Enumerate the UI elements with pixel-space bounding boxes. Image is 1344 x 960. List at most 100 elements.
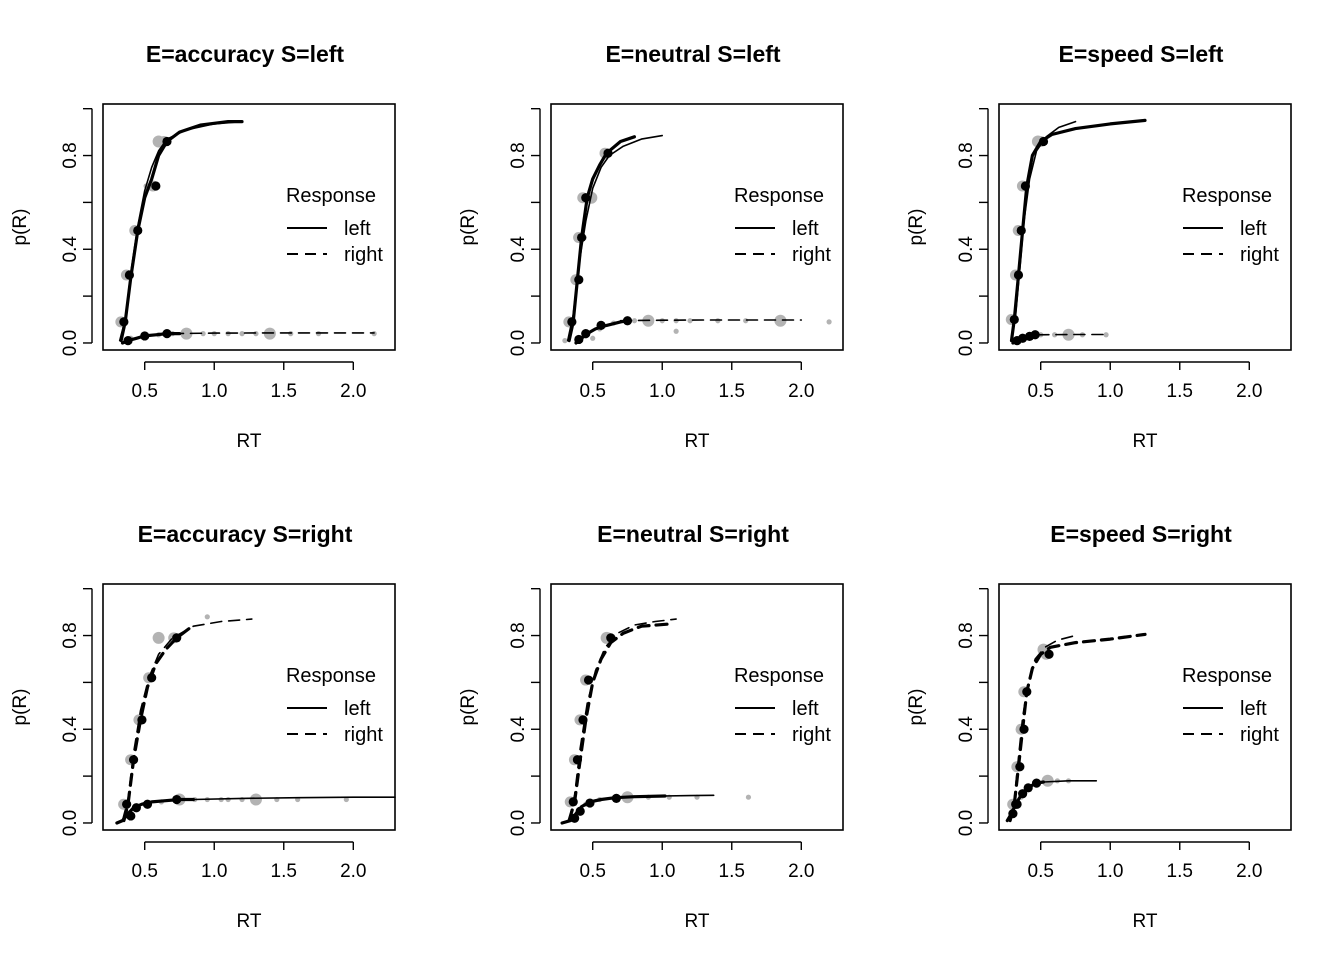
data-point <box>590 335 596 341</box>
predicted-quantile-point <box>1012 799 1022 809</box>
predicted-quantile-point <box>137 715 147 725</box>
data-point <box>1062 328 1075 341</box>
chart-title: E=speed S=left <box>1059 41 1224 67</box>
series-line-left-predicted <box>633 794 715 798</box>
data-point <box>1041 774 1054 787</box>
legend-label-right: right <box>344 724 383 746</box>
data-point <box>745 794 752 800</box>
x-tick-label: 1.5 <box>719 861 745 882</box>
y-tick-label: 0.4 <box>956 716 977 743</box>
series-line-left-predicted <box>1042 780 1098 783</box>
plot-frame <box>998 103 1292 351</box>
predicted-quantile-point <box>570 813 580 823</box>
predicted-quantile-point <box>581 193 591 203</box>
x-tick-label: 1.5 <box>1167 861 1193 882</box>
series-line-right-predicted <box>121 618 253 822</box>
predicted-quantile-point <box>1013 270 1024 280</box>
legend-label-left: left <box>792 698 819 720</box>
y-tick-label: 0.8 <box>508 622 529 648</box>
legend-label-left: left <box>1240 218 1267 240</box>
data-point <box>200 331 206 337</box>
chart-panel: E=neutral S=left 0.5 1.0 1.5 2.0 RT 0.0 0.4 0.8 p… <box>458 41 844 452</box>
y-tick-label: 0.8 <box>60 622 81 648</box>
y-tick-label: 0.4 <box>508 236 529 263</box>
predicted-quantile-point <box>622 316 633 326</box>
y-tick-label: 0.8 <box>60 142 81 168</box>
data-point <box>774 314 787 327</box>
predicted-quantile-point <box>1009 314 1019 325</box>
predicted-quantile-point <box>1044 649 1054 659</box>
y-axis-label: p(R) <box>10 209 31 246</box>
data-point <box>631 318 638 324</box>
predicted-quantile-point <box>140 331 150 341</box>
plot-frame <box>550 103 844 351</box>
predicted-quantile-point <box>583 675 594 685</box>
y-tick-label: 0.4 <box>60 236 81 263</box>
predicted-quantile-point <box>131 803 141 813</box>
predicted-quantile-point <box>1022 687 1032 697</box>
plot-frame <box>998 583 1292 831</box>
x-tick-label: 2.0 <box>788 381 814 402</box>
predicted-quantile-point <box>172 794 182 805</box>
legend-title: Response <box>286 185 376 207</box>
legend-label-left: left <box>344 218 371 240</box>
x-tick-label: 0.5 <box>580 861 606 882</box>
x-tick-label: 2.0 <box>1236 861 1262 882</box>
legend-label-right: right <box>1240 244 1279 266</box>
series-line-right-predicted <box>619 319 803 322</box>
plot-frame <box>102 103 396 351</box>
predicted-quantile-point <box>162 329 172 339</box>
x-tick-label: 1.0 <box>649 381 675 402</box>
series-line-left-predicted <box>566 134 663 342</box>
y-axis-label: p(R) <box>906 209 927 246</box>
predicted-quantile-point <box>574 334 584 345</box>
data-point <box>180 327 193 340</box>
data-point <box>152 631 165 644</box>
predicted-quantile-point <box>172 633 182 643</box>
predicted-quantile-point <box>124 270 135 280</box>
chart-panel: E=accuracy S=right 0.5 1.0 1.5 2.0 RT 0.0 0.4 0.… <box>10 521 396 932</box>
data-point <box>826 319 832 325</box>
y-axis-label: p(R) <box>10 689 31 726</box>
x-tick-label: 0.5 <box>132 381 158 402</box>
predicted-quantile-point <box>603 148 613 158</box>
x-tick-label: 0.5 <box>1028 861 1054 882</box>
predicted-quantile-point <box>133 225 143 236</box>
predicted-quantile-point <box>606 633 616 643</box>
predicted-quantile-point <box>162 136 172 147</box>
data-point <box>687 318 693 324</box>
x-axis-label: RT <box>1133 431 1158 452</box>
x-tick-label: 0.5 <box>1028 381 1054 402</box>
predicted-quantile-point <box>596 320 606 330</box>
chart-panel: E=speed S=left 0.5 1.0 1.5 2.0 RT 0.0 0.4 0.8 p(R… <box>906 41 1292 452</box>
predicted-quantile-point <box>123 336 133 346</box>
predicted-quantile-point <box>1023 783 1033 793</box>
y-tick-label: 0.0 <box>508 330 529 356</box>
data-point <box>239 331 245 337</box>
predicted-quantile-point <box>581 329 591 339</box>
chart-title: E=neutral S=left <box>605 41 780 67</box>
y-tick-label: 0.8 <box>508 142 529 168</box>
x-axis-label: RT <box>685 431 710 452</box>
legend: Response left right <box>286 185 383 266</box>
legend-label-right: right <box>792 724 831 746</box>
series-line-left-observed <box>1009 118 1147 343</box>
predicted-quantile-point <box>572 755 583 765</box>
predicted-quantile-point <box>611 793 621 803</box>
legend-title: Response <box>734 665 824 687</box>
data-point <box>562 338 568 344</box>
data-point <box>673 328 679 334</box>
plot-frame <box>102 583 396 831</box>
y-tick-label: 0.8 <box>956 622 977 648</box>
chart-title: E=accuracy S=right <box>138 521 353 547</box>
predicted-quantile-point <box>585 798 595 808</box>
predicted-quantile-point <box>151 181 161 191</box>
predicted-quantile-point <box>1015 762 1025 772</box>
x-tick-label: 1.5 <box>719 381 745 402</box>
legend: Response left right <box>734 185 831 266</box>
predicted-quantile-point <box>1020 181 1031 191</box>
y-tick-label: 0.0 <box>60 810 81 836</box>
y-tick-label: 0.0 <box>508 810 529 836</box>
x-tick-label: 2.0 <box>788 861 814 882</box>
series-line-right-observed <box>1008 632 1147 823</box>
